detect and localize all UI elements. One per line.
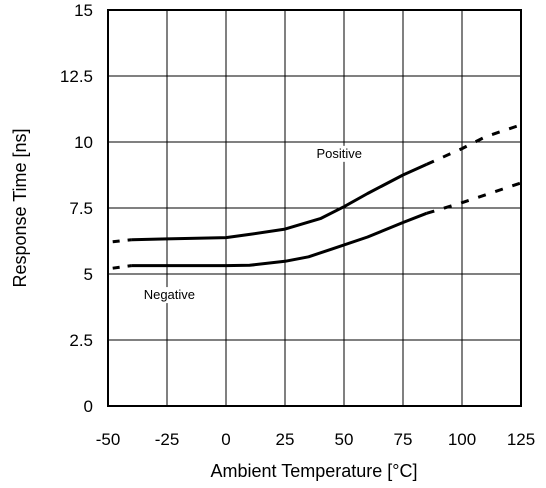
annotation-background xyxy=(136,287,202,304)
y-tick-labels: 0 2.5 5 7.5 10 12.5 15 xyxy=(60,1,93,416)
positive-series-line xyxy=(131,163,428,242)
annotations: Positive Negative xyxy=(136,145,372,304)
y-tick-label: 7.5 xyxy=(69,199,93,218)
y-tick-label: 10 xyxy=(74,133,93,152)
negative-series-dashed-end xyxy=(426,181,522,215)
y-tick-label: 2.5 xyxy=(69,331,93,350)
y-tick-label: 15 xyxy=(74,1,93,20)
positive-series-dashed-start xyxy=(112,238,132,244)
series-layer xyxy=(112,123,522,270)
annotation-background xyxy=(306,145,372,162)
x-tick-label: 50 xyxy=(335,430,354,449)
x-tick-label: -50 xyxy=(96,430,121,449)
x-tick-label: 25 xyxy=(276,430,295,449)
y-tick-label: 5 xyxy=(84,265,93,284)
x-axis-label: Ambient Temperature [°C] xyxy=(211,461,418,481)
annotation-positive: Positive xyxy=(317,146,363,161)
x-tick-label: 125 xyxy=(507,430,535,449)
x-tick-label: 100 xyxy=(448,430,476,449)
x-tick-labels: -50 -25 0 25 50 75 100 125 xyxy=(96,430,535,449)
negative-series-dashed-start xyxy=(112,264,132,270)
positive-series-dashed-end xyxy=(425,123,522,166)
negative-series-line xyxy=(131,211,428,268)
y-tick-label: 0 xyxy=(84,397,93,416)
x-tick-label: 0 xyxy=(221,430,230,449)
y-axis-label: Response Time [ns] xyxy=(10,128,30,287)
y-tick-label: 12.5 xyxy=(60,67,93,86)
x-tick-label: 75 xyxy=(394,430,413,449)
x-tick-label: -25 xyxy=(155,430,180,449)
plot-frame xyxy=(107,9,522,407)
annotation-negative: Negative xyxy=(144,287,195,302)
